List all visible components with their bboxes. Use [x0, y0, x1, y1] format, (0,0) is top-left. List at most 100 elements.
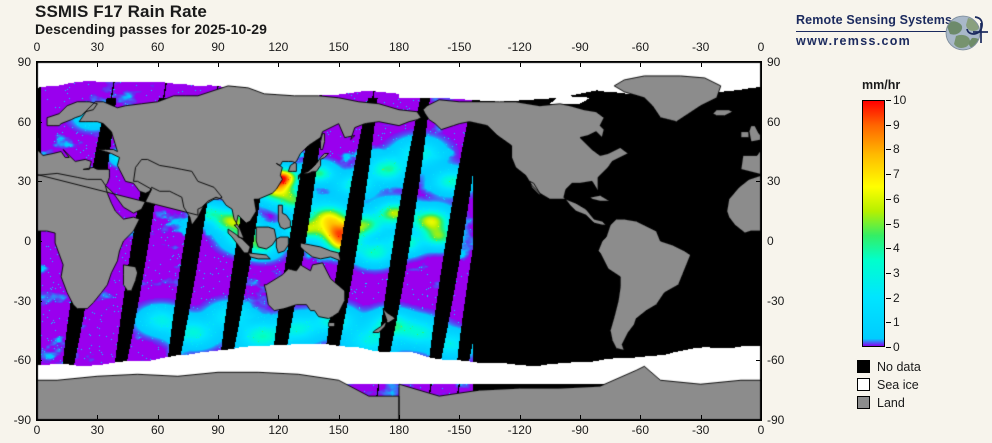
- colorbar-tick-mark: [886, 298, 891, 299]
- x-tick-label-bottom: 30: [90, 423, 105, 437]
- x-tick-mark-bottom: [399, 415, 400, 419]
- x-tick-mark-bottom: [520, 415, 521, 419]
- x-tick-label-bottom: 120: [268, 423, 289, 437]
- colorbar-tick-label: 5: [893, 216, 900, 231]
- x-tick-label-bottom: -30: [691, 423, 710, 437]
- x-tick-label-bottom: 0: [33, 423, 41, 437]
- y-tick-label-right: 0: [767, 234, 774, 248]
- x-tick-mark-top: [339, 63, 340, 67]
- x-tick-label-top: -150: [447, 40, 472, 54]
- x-tick-mark-top: [640, 63, 641, 67]
- colorbar-tick-mark: [886, 248, 891, 249]
- x-tick-mark-top: [701, 63, 702, 67]
- colorbar-tick-mark: [886, 149, 891, 150]
- x-tick-label-bottom: 60: [150, 423, 165, 437]
- y-tick-label-left: -30: [13, 293, 31, 308]
- y-tick-mark-right: [756, 241, 760, 242]
- y-tick-label-right: 90: [767, 55, 781, 69]
- y-tick-label-left: -90: [13, 413, 31, 427]
- x-tick-label-bottom: -120: [507, 423, 532, 437]
- x-tick-label-bottom: -150: [447, 423, 472, 437]
- x-tick-mark-top: [520, 63, 521, 67]
- map-legend: No data Sea ice Land: [857, 358, 921, 412]
- y-tick-mark-left: [38, 181, 42, 182]
- x-tick-mark-bottom: [158, 415, 159, 419]
- colorbar-tick-label: 10: [893, 93, 907, 107]
- legend-swatch: [857, 360, 870, 373]
- map-canvas[interactable]: [36, 61, 762, 421]
- colorbar-tick-label: 2: [893, 290, 900, 305]
- x-tick-mark-top: [97, 63, 98, 67]
- y-tick-label-left: 90: [17, 55, 31, 69]
- colorbar-unit-label: mm/hr: [862, 78, 901, 92]
- x-tick-mark-bottom: [278, 415, 279, 419]
- colorbar-tick-mark: [886, 273, 891, 274]
- y-tick-mark-left: [38, 122, 42, 123]
- colorbar-tick-label: 4: [893, 241, 900, 256]
- x-tick-mark-top: [580, 63, 581, 67]
- legend-label: No data: [877, 359, 921, 374]
- x-tick-mark-bottom: [218, 415, 219, 419]
- colorbar-tick-label: 7: [893, 167, 900, 182]
- x-tick-mark-top: [158, 63, 159, 67]
- logo-website-url: www.remss.com: [796, 34, 912, 48]
- colorbar-tick-mark: [886, 100, 891, 101]
- colorbar-tick-label: 8: [893, 142, 900, 157]
- title-block: SSMIS F17 Rain Rate Descending passes fo…: [35, 2, 267, 38]
- x-tick-mark-top: [278, 63, 279, 67]
- y-tick-label-right: 30: [767, 174, 781, 189]
- y-tick-mark-left: [38, 360, 42, 361]
- y-tick-mark-left: [38, 241, 42, 242]
- y-tick-mark-right: [756, 301, 760, 302]
- x-tick-mark-bottom: [339, 415, 340, 419]
- globe-icon: [945, 15, 988, 51]
- x-tick-label-top: 150: [328, 40, 349, 54]
- y-tick-mark-right: [756, 360, 760, 361]
- colorbar-tick-mark: [886, 174, 891, 175]
- legend-label: Sea ice: [877, 377, 919, 392]
- colorbar-gradient: [863, 101, 884, 346]
- x-tick-label-bottom: 0: [757, 423, 765, 437]
- colorbar-tick-mark: [886, 347, 891, 348]
- x-tick-mark-top: [399, 63, 400, 67]
- x-tick-mark-top: [218, 63, 219, 67]
- y-tick-label-left: 30: [17, 174, 31, 189]
- x-tick-label-top: 0: [33, 40, 41, 54]
- x-tick-label-bottom: 90: [211, 423, 225, 437]
- y-tick-mark-left: [38, 301, 42, 302]
- colorbar-tick-label: 1: [893, 315, 900, 330]
- x-tick-label-top: 30: [90, 40, 105, 54]
- x-tick-mark-bottom: [640, 415, 641, 419]
- y-tick-label-right: -30: [767, 293, 785, 308]
- x-tick-label-top: -30: [691, 40, 710, 54]
- legend-label: Land: [877, 395, 905, 410]
- x-tick-mark-bottom: [97, 415, 98, 419]
- y-tick-mark-right: [756, 122, 760, 123]
- x-tick-mark-bottom: [580, 415, 581, 419]
- x-tick-mark-bottom: [459, 415, 460, 419]
- y-tick-label-left: 60: [17, 114, 31, 129]
- colorbar-tick-label: 6: [893, 191, 900, 206]
- colorbar-tick-mark: [886, 322, 891, 323]
- colorbar-tick-mark: [886, 199, 891, 200]
- colorbar-tick-label: 3: [893, 265, 900, 280]
- x-tick-label-top: 90: [211, 40, 225, 54]
- y-tick-label-right: -90: [767, 413, 785, 427]
- x-tick-label-top: 0: [757, 40, 765, 54]
- x-tick-label-bottom: -60: [631, 423, 649, 437]
- y-tick-label-right: 60: [767, 114, 781, 129]
- y-tick-label-right: -60: [767, 353, 785, 368]
- x-tick-label-bottom: -90: [571, 423, 589, 437]
- x-tick-label-bottom: 180: [388, 423, 410, 437]
- colorbar-tick-label: 0: [893, 340, 900, 354]
- page-title: SSMIS F17 Rain Rate: [35, 2, 207, 21]
- colorbar: [862, 100, 885, 347]
- logo-company-name: Remote Sensing Systems: [796, 13, 953, 27]
- x-tick-label-top: -90: [571, 40, 589, 54]
- remss-logo[interactable]: Remote Sensing Systems www.remss.com: [796, 10, 988, 58]
- colorbar-tick-mark: [886, 125, 891, 126]
- x-tick-label-top: -120: [507, 40, 532, 54]
- x-tick-label-top: 180: [388, 40, 410, 54]
- rain-rate-map[interactable]: [36, 61, 762, 421]
- x-tick-label-top: 60: [150, 40, 165, 54]
